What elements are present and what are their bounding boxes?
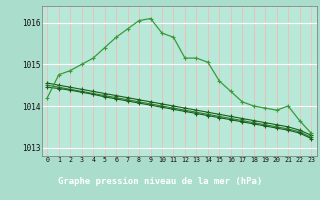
Text: Graphe pression niveau de la mer (hPa): Graphe pression niveau de la mer (hPa) xyxy=(58,178,262,186)
